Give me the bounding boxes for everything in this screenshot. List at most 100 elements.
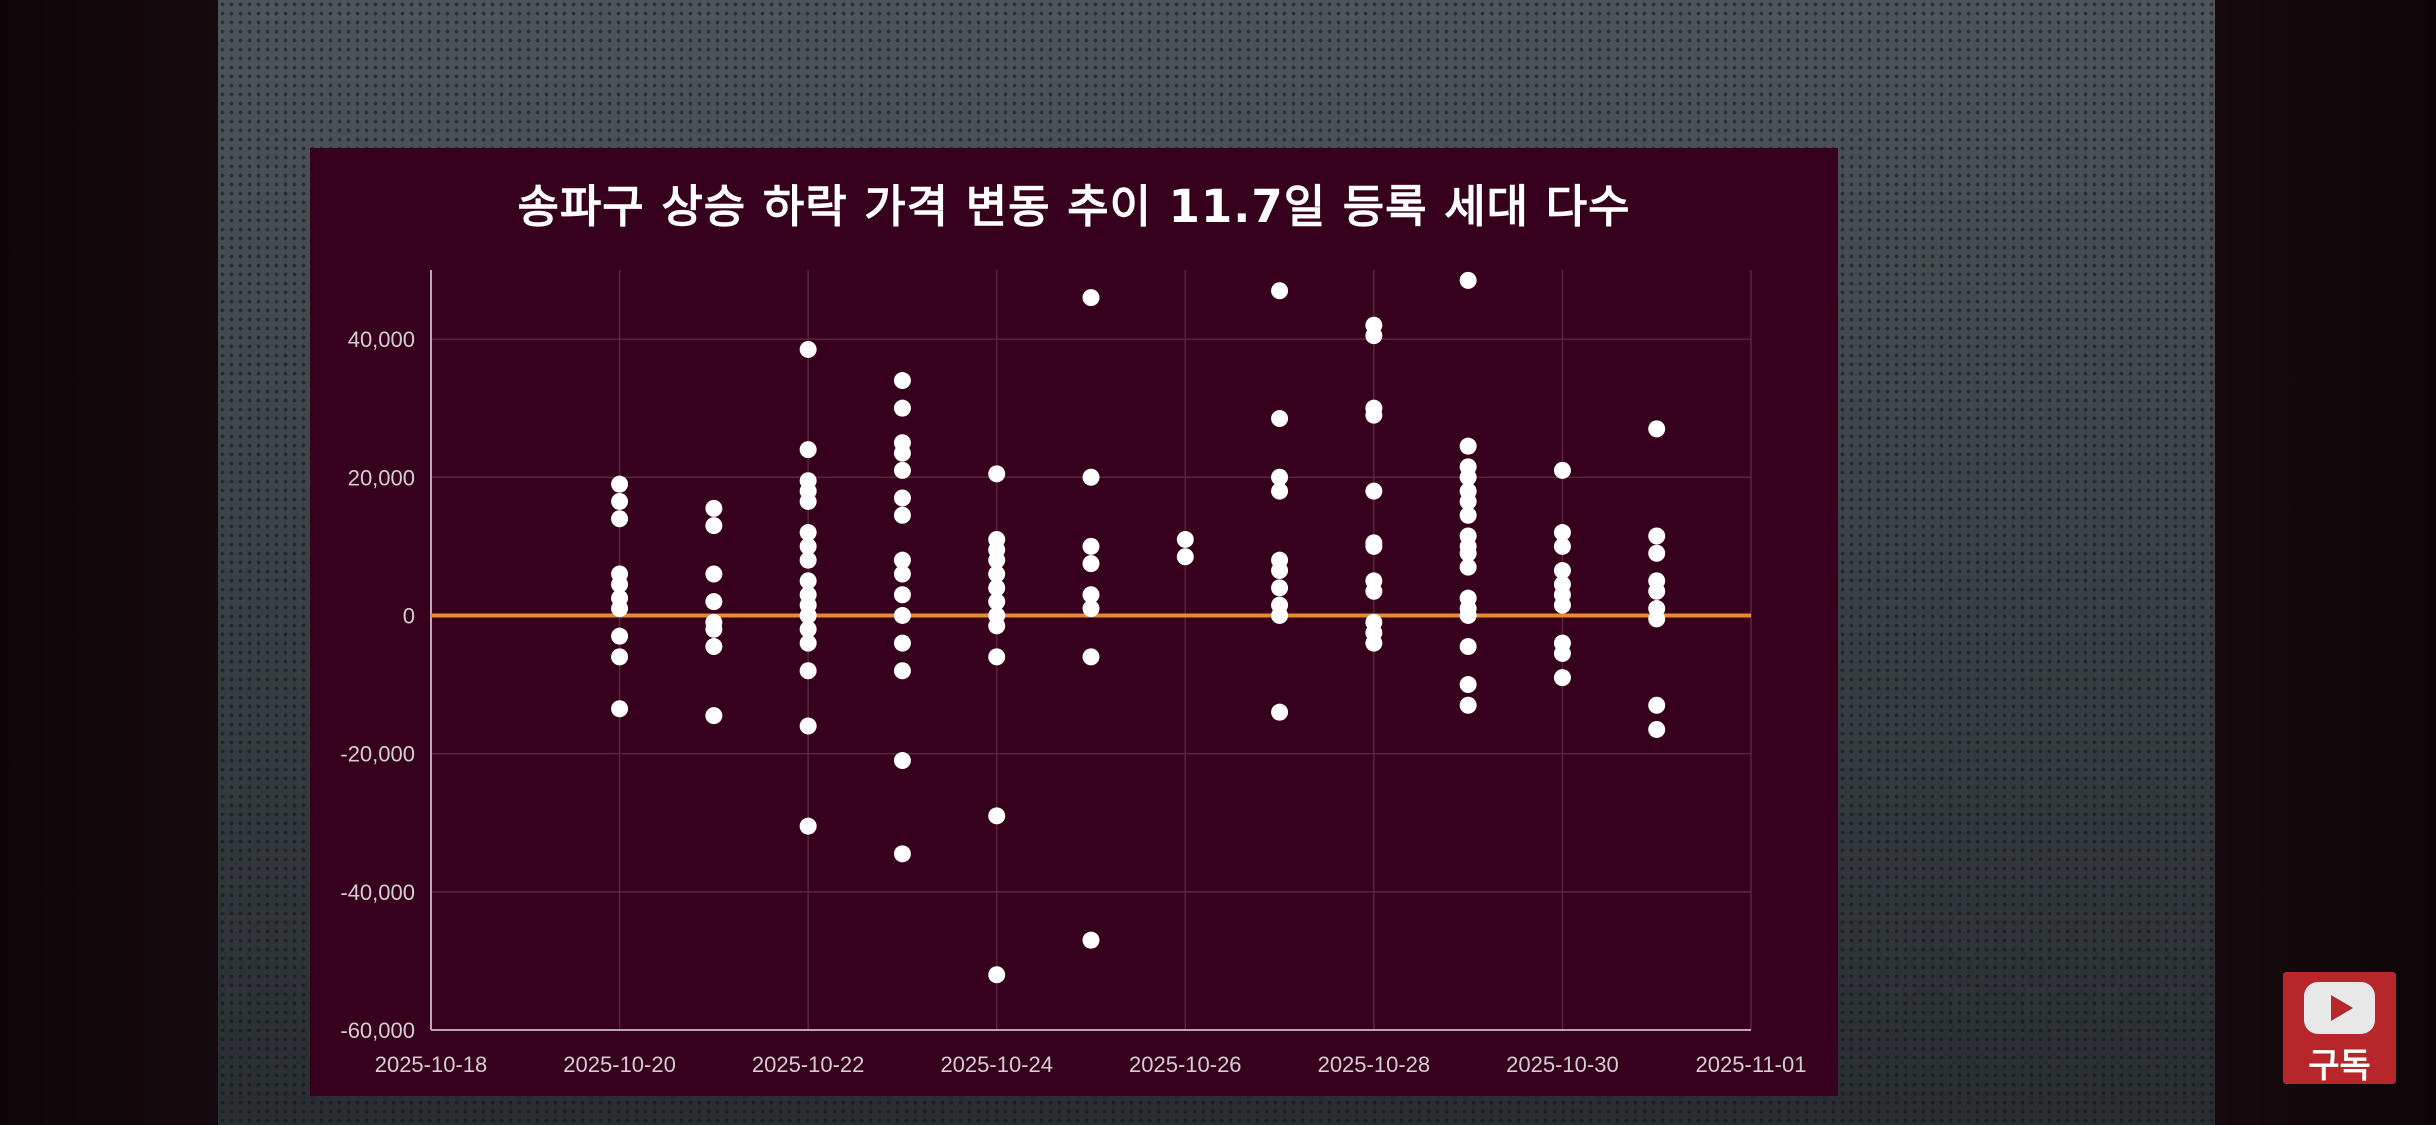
data-point	[705, 593, 723, 611]
data-point	[799, 441, 817, 459]
data-point	[799, 524, 817, 542]
data-point	[611, 475, 629, 493]
data-point	[1648, 696, 1666, 714]
data-point	[988, 966, 1006, 984]
data-point	[705, 565, 723, 583]
data-point	[799, 717, 817, 735]
data-point	[799, 817, 817, 835]
data-point	[1082, 555, 1100, 573]
data-point	[1553, 562, 1571, 580]
scatter-plot: 40,000 20,000 0 -20,000 -40,000 -60,000 2025-1…	[340, 270, 1807, 1077]
data-point	[1365, 482, 1383, 500]
data-point	[988, 807, 1006, 825]
data-point	[1082, 600, 1100, 618]
x-tick-label: 2025-11-01	[1696, 1052, 1807, 1077]
data-point	[705, 707, 723, 725]
data-point	[1459, 544, 1477, 562]
y-tick-label: -20,000	[340, 742, 415, 767]
y-tick-label: -60,000	[340, 1018, 415, 1043]
data-point	[1459, 468, 1477, 486]
data-point	[893, 372, 911, 390]
data-point	[1176, 548, 1194, 566]
data-point	[1271, 468, 1289, 486]
x-tick-label: 2025-10-26	[1129, 1052, 1242, 1077]
y-tick-label: -40,000	[340, 880, 415, 905]
data-point	[1082, 586, 1100, 604]
data-point	[1271, 606, 1289, 624]
data-point	[1082, 537, 1100, 555]
data-point	[1271, 579, 1289, 597]
data-point	[1365, 537, 1383, 555]
data-point	[799, 662, 817, 680]
data-point	[799, 340, 817, 358]
data-point	[1176, 530, 1194, 548]
data-point	[988, 565, 1006, 583]
x-tick-label: 2025-10-22	[752, 1052, 865, 1077]
data-point	[1459, 271, 1477, 289]
data-point	[1365, 327, 1383, 345]
data-point	[1648, 527, 1666, 545]
data-point	[1553, 644, 1571, 662]
right-letterbox	[2215, 0, 2436, 1125]
data-point	[893, 444, 911, 462]
data-point	[988, 617, 1006, 635]
y-tick-label: 20,000	[348, 465, 415, 490]
data-point	[1365, 406, 1383, 424]
x-tick-label: 2025-10-18	[375, 1052, 488, 1077]
data-point	[705, 517, 723, 535]
data-point	[799, 492, 817, 510]
data-point	[799, 606, 817, 624]
data-point	[705, 499, 723, 517]
data-point	[705, 638, 723, 656]
data-point	[1459, 506, 1477, 524]
data-point	[893, 845, 911, 863]
data-point	[1365, 582, 1383, 600]
youtube-play-icon	[2304, 982, 2375, 1034]
data-point	[1459, 638, 1477, 656]
chart-panel: 송파구 상승 하락 가격 변동 추이 11.7일 등록 세대 다수 40,000…	[310, 148, 1838, 1096]
subscribe-label: 구독	[2308, 1046, 2371, 1086]
data-point	[799, 551, 817, 569]
y-tick-label: 0	[403, 603, 415, 628]
x-tick-label: 2025-10-30	[1506, 1052, 1619, 1077]
data-point	[611, 600, 629, 618]
data-point	[893, 399, 911, 417]
data-point	[1082, 468, 1100, 486]
data-point	[988, 551, 1006, 569]
data-point	[893, 461, 911, 479]
data-point	[1459, 437, 1477, 455]
data-point	[799, 620, 817, 638]
data-point	[893, 506, 911, 524]
data-point	[611, 700, 629, 718]
data-point	[1553, 461, 1571, 479]
data-point	[1082, 289, 1100, 307]
data-point	[893, 662, 911, 680]
data-point	[1271, 482, 1289, 500]
data-point	[988, 593, 1006, 611]
data-point	[1459, 696, 1477, 714]
data-point	[705, 620, 723, 638]
subscribe-button[interactable]: 구독	[2283, 972, 2396, 1086]
data-point	[1648, 582, 1666, 600]
data-point	[1459, 606, 1477, 624]
data-point	[611, 575, 629, 593]
data-point	[1648, 544, 1666, 562]
data-point	[988, 465, 1006, 483]
data-point	[988, 648, 1006, 666]
data-point	[799, 537, 817, 555]
data-point	[893, 606, 911, 624]
data-point	[988, 579, 1006, 597]
data-point	[1082, 931, 1100, 949]
y-tick-label: 40,000	[348, 327, 415, 352]
chart-title: 송파구 상승 하락 가격 변동 추이 11.7일 등록 세대 다수	[517, 180, 1631, 233]
x-tick-label: 2025-10-28	[1318, 1052, 1431, 1077]
data-point	[893, 489, 911, 507]
data-point	[611, 648, 629, 666]
data-point	[799, 572, 817, 590]
data-point	[893, 586, 911, 604]
x-tick-label: 2025-10-24	[940, 1052, 1053, 1077]
x-tick-label: 2025-10-20	[563, 1052, 676, 1077]
data-point	[1271, 562, 1289, 580]
data-point	[611, 492, 629, 510]
data-point	[1553, 669, 1571, 687]
